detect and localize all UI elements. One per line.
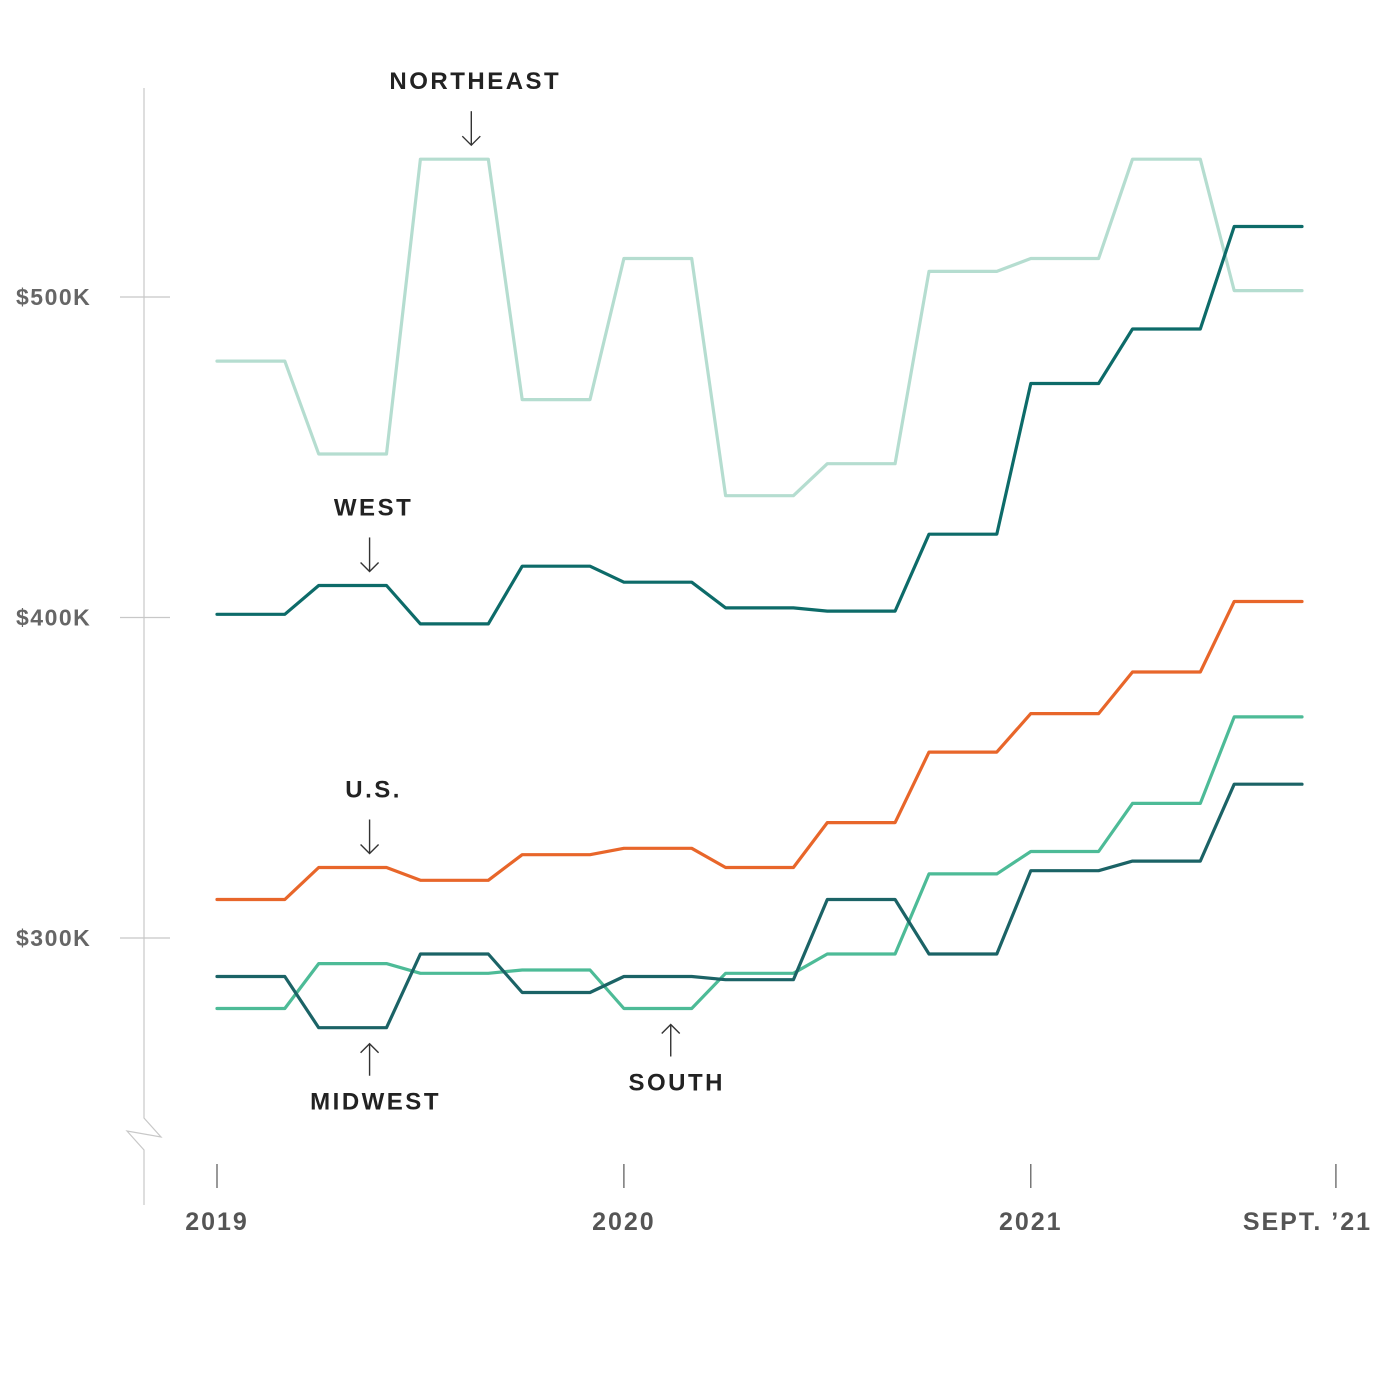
- annotation-arrowhead-northeast: [461, 135, 481, 147]
- series-lines: [215, 157, 1304, 1030]
- annotation-arrowhead-west: [360, 561, 380, 573]
- y-tick-label: $300K: [16, 925, 91, 951]
- annotation-label-northeast: NORTHEAST: [389, 68, 561, 95]
- annotation-arrowhead-midwest: [360, 1042, 380, 1054]
- annotation-label-west: WEST: [334, 494, 413, 521]
- annotation-arrowhead-south: [661, 1023, 681, 1035]
- y-tick-label: $400K: [16, 605, 91, 631]
- x-tick-label: 2021: [999, 1208, 1063, 1236]
- y-tick-label: $500K: [16, 284, 91, 310]
- annotation-label-u-s: U.S.: [345, 776, 402, 803]
- series-line-midwest: [215, 782, 1304, 1030]
- series-line-south: [215, 715, 1304, 1011]
- series-line-northeast: [215, 157, 1304, 498]
- x-tick-label: 2019: [185, 1208, 249, 1236]
- axes: [120, 88, 170, 1205]
- x-axis: 2019 2020 2021 SEPT. ’21: [185, 1164, 1372, 1236]
- x-tick-label: 2020: [592, 1208, 656, 1236]
- y-axis-line: [125, 88, 163, 1205]
- series-line-west: [215, 224, 1304, 626]
- x-tick-label: SEPT. ’21: [1243, 1208, 1372, 1236]
- y-axis-tick-labels: $300K $400K $500K: [16, 284, 91, 951]
- series-annotations: NORTHEAST WEST U.S. MIDWEST SOUTH: [310, 68, 725, 1116]
- annotation-arrowhead-u-s: [360, 843, 380, 855]
- series-line-u-s: [215, 599, 1304, 902]
- annotation-label-midwest: MIDWEST: [310, 1089, 441, 1116]
- annotation-label-south: SOUTH: [628, 1070, 725, 1097]
